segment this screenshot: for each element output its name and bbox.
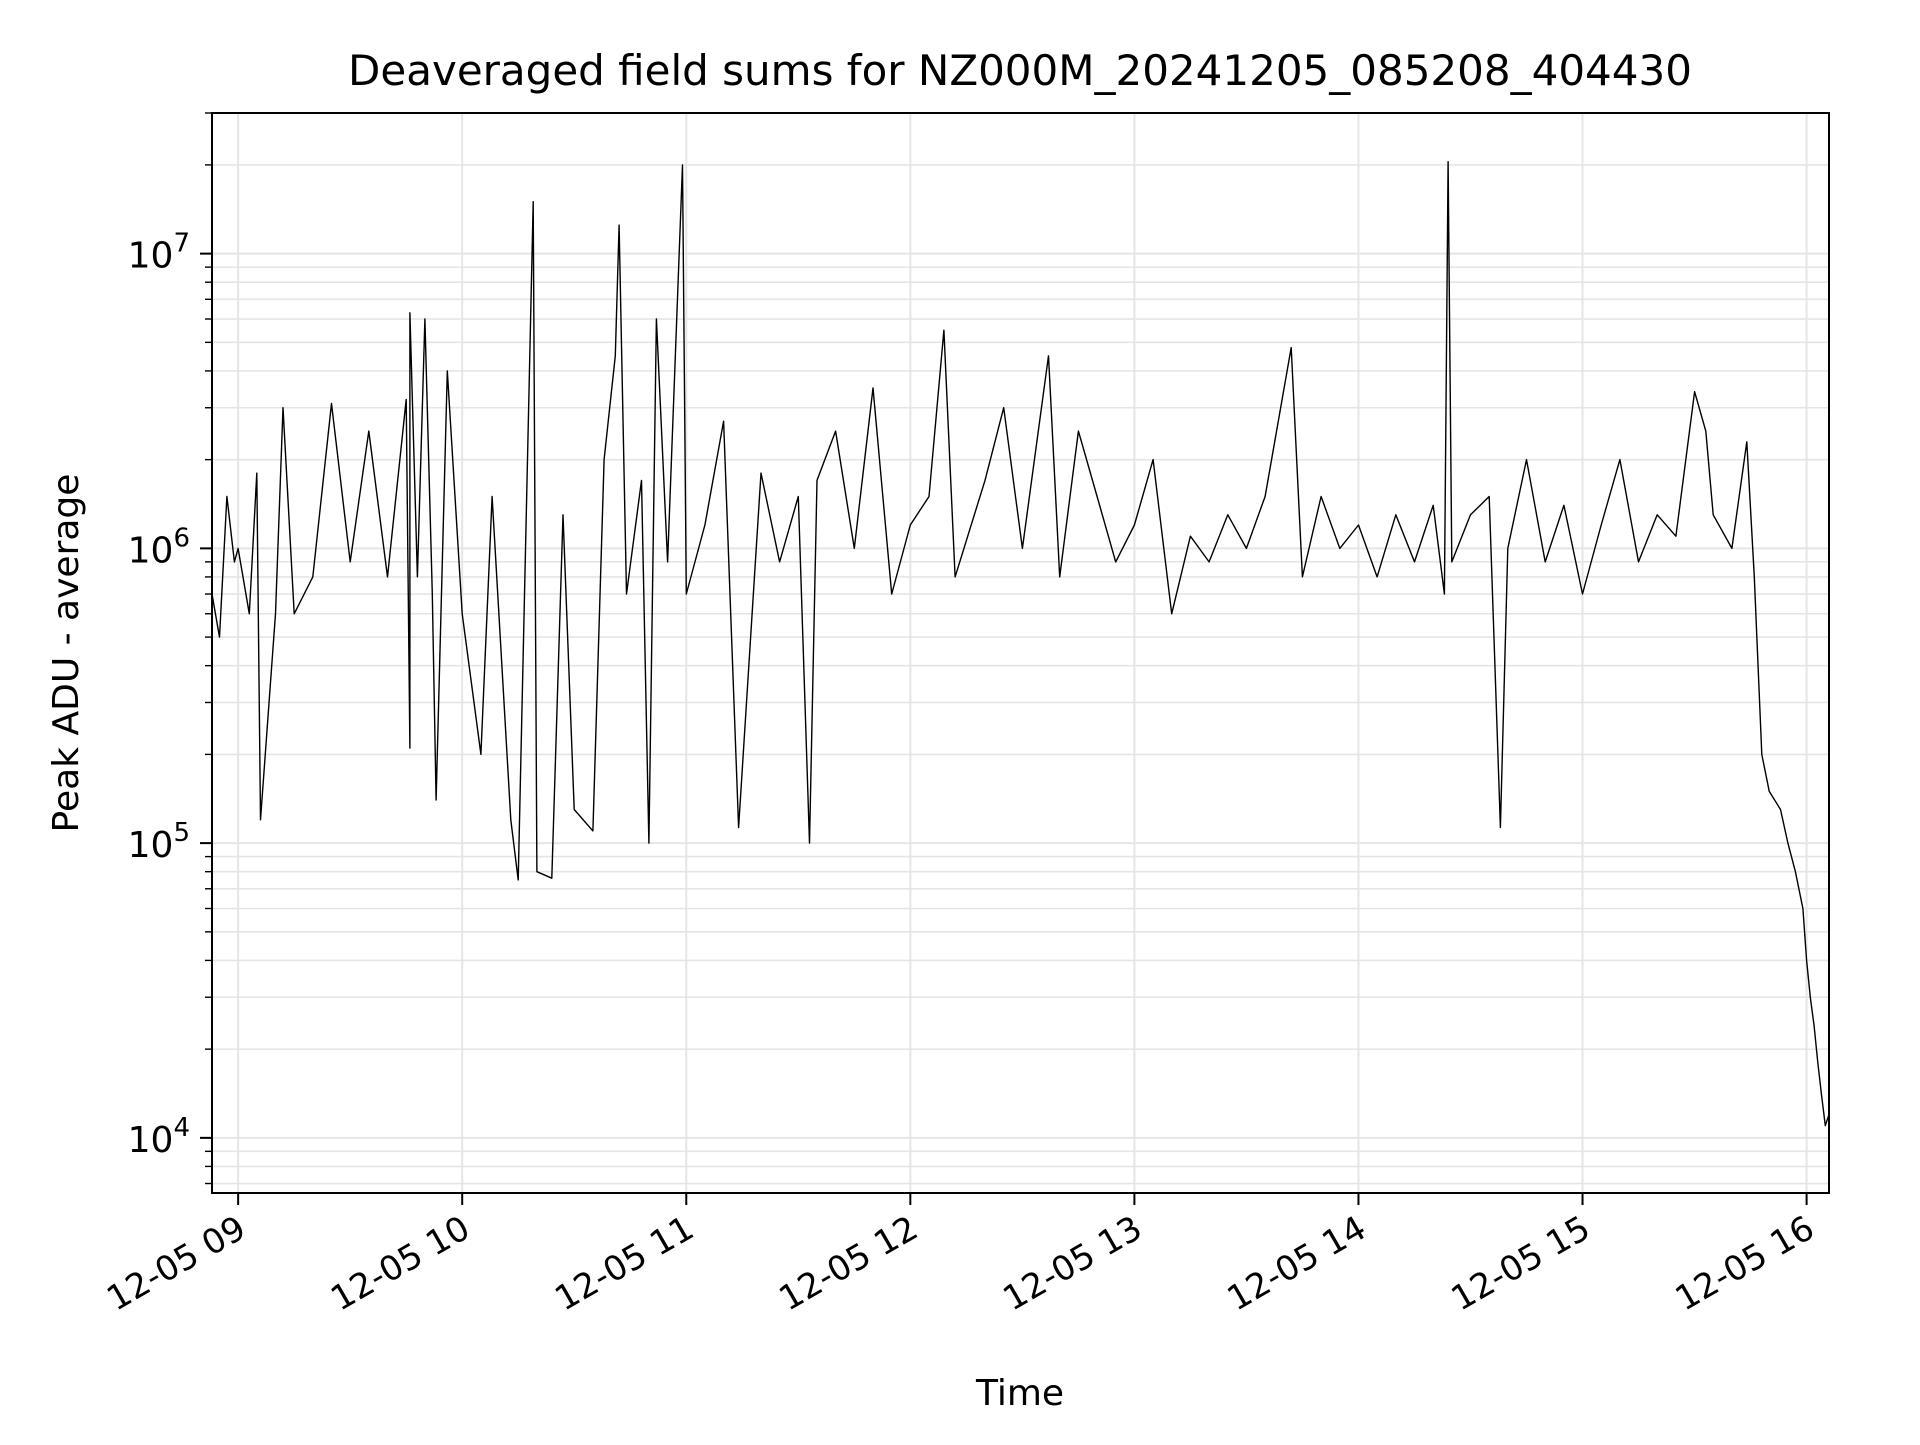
gridlines bbox=[212, 112, 1829, 1193]
series-line bbox=[211, 160, 1830, 1127]
chart-title: Deaveraged field sums for NZ000M_2024120… bbox=[348, 46, 1692, 95]
y-tick-base: 10 bbox=[128, 530, 174, 571]
y-tick-exponent: 6 bbox=[173, 523, 190, 553]
y-tick-label: 106 bbox=[128, 523, 190, 571]
plot-frame bbox=[211, 112, 1830, 1194]
y-tick-exponent: 7 bbox=[173, 229, 190, 259]
y-tick-exponent: 5 bbox=[173, 818, 190, 848]
y-tick-label: 105 bbox=[128, 818, 190, 866]
x-axis-label: Time bbox=[975, 1373, 1064, 1414]
y-axis-label: Peak ADU - average bbox=[46, 474, 87, 833]
y-tick-base: 10 bbox=[128, 825, 174, 866]
y-tick-base: 10 bbox=[128, 236, 174, 277]
y-tick-label: 104 bbox=[128, 1113, 190, 1161]
series-layer bbox=[211, 160, 1830, 1127]
y-tick-label: 107 bbox=[128, 229, 190, 277]
y-tick-base: 10 bbox=[128, 1120, 174, 1161]
y-tick-exponent: 4 bbox=[173, 1113, 190, 1143]
